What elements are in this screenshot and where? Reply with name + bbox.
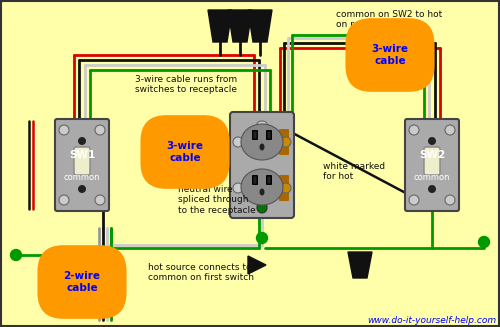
FancyBboxPatch shape bbox=[252, 176, 258, 184]
Text: common: common bbox=[64, 174, 100, 182]
Ellipse shape bbox=[241, 169, 283, 205]
FancyBboxPatch shape bbox=[230, 112, 294, 218]
FancyBboxPatch shape bbox=[266, 176, 272, 184]
Text: hot source connects to
common on first switch: hot source connects to common on first s… bbox=[148, 263, 254, 282]
Text: SW1: SW1 bbox=[69, 150, 95, 160]
Text: 3-wire
cable: 3-wire cable bbox=[372, 44, 408, 66]
FancyBboxPatch shape bbox=[279, 129, 289, 155]
Text: SW2: SW2 bbox=[419, 150, 445, 160]
Circle shape bbox=[256, 232, 268, 244]
Ellipse shape bbox=[260, 144, 264, 150]
Circle shape bbox=[281, 137, 291, 147]
Circle shape bbox=[409, 195, 419, 205]
Text: neutral wire
spliced through
to the receptacle: neutral wire spliced through to the rece… bbox=[178, 185, 256, 215]
Circle shape bbox=[78, 137, 86, 145]
Text: 3-wire
cable: 3-wire cable bbox=[166, 141, 203, 163]
FancyBboxPatch shape bbox=[55, 119, 109, 211]
FancyBboxPatch shape bbox=[74, 147, 90, 175]
Polygon shape bbox=[248, 10, 272, 42]
Ellipse shape bbox=[257, 203, 267, 209]
Text: common on SW2 to hot
on receptacle: common on SW2 to hot on receptacle bbox=[336, 10, 442, 29]
Circle shape bbox=[281, 183, 291, 193]
Circle shape bbox=[257, 203, 267, 213]
Circle shape bbox=[10, 250, 22, 261]
Text: source: source bbox=[50, 293, 94, 306]
Circle shape bbox=[78, 185, 86, 193]
Text: white marked
for hot: white marked for hot bbox=[323, 162, 385, 181]
Circle shape bbox=[409, 125, 419, 135]
Text: www.do-it-yourself-help.com: www.do-it-yourself-help.com bbox=[367, 316, 496, 325]
Circle shape bbox=[478, 236, 490, 248]
Text: 3-wire cable runs from
switches to receptacle: 3-wire cable runs from switches to recep… bbox=[135, 75, 237, 95]
Circle shape bbox=[233, 183, 243, 193]
Ellipse shape bbox=[241, 124, 283, 160]
Circle shape bbox=[428, 137, 436, 145]
Text: common: common bbox=[414, 174, 450, 182]
FancyBboxPatch shape bbox=[266, 131, 272, 139]
Ellipse shape bbox=[257, 121, 267, 127]
Circle shape bbox=[95, 125, 105, 135]
Polygon shape bbox=[163, 161, 181, 179]
Polygon shape bbox=[208, 10, 232, 42]
FancyBboxPatch shape bbox=[252, 131, 258, 139]
Polygon shape bbox=[248, 256, 266, 274]
Circle shape bbox=[95, 195, 105, 205]
FancyBboxPatch shape bbox=[405, 119, 459, 211]
Text: 2-wire
cable: 2-wire cable bbox=[64, 271, 100, 293]
Circle shape bbox=[445, 195, 455, 205]
Circle shape bbox=[59, 195, 69, 205]
Circle shape bbox=[59, 125, 69, 135]
Polygon shape bbox=[228, 10, 252, 42]
Ellipse shape bbox=[260, 188, 264, 196]
Polygon shape bbox=[348, 252, 372, 278]
Circle shape bbox=[428, 185, 436, 193]
Circle shape bbox=[445, 125, 455, 135]
Circle shape bbox=[233, 137, 243, 147]
FancyBboxPatch shape bbox=[279, 175, 289, 201]
FancyBboxPatch shape bbox=[424, 147, 440, 175]
